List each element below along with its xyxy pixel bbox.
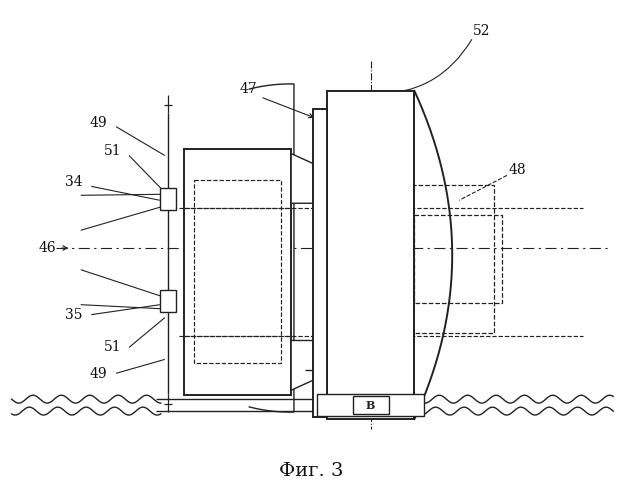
Polygon shape xyxy=(291,154,313,204)
Bar xyxy=(194,180,281,364)
Polygon shape xyxy=(291,340,313,390)
Bar xyxy=(184,148,291,395)
Text: 34: 34 xyxy=(65,176,82,190)
Bar xyxy=(317,394,424,416)
Bar xyxy=(414,215,502,302)
Bar xyxy=(160,188,176,210)
Bar xyxy=(160,290,176,312)
Text: B: B xyxy=(366,400,375,410)
Text: 46: 46 xyxy=(39,241,56,255)
Bar xyxy=(353,396,389,414)
Bar xyxy=(327,91,414,419)
Bar xyxy=(384,186,494,332)
Text: 52: 52 xyxy=(473,24,490,38)
Text: 35: 35 xyxy=(65,308,82,322)
Text: 48: 48 xyxy=(509,164,526,177)
Text: 49: 49 xyxy=(89,368,107,382)
Text: 49: 49 xyxy=(89,116,107,130)
Text: Фиг. 3: Фиг. 3 xyxy=(278,462,343,480)
Text: 51: 51 xyxy=(104,144,122,158)
Text: 51: 51 xyxy=(104,340,122,354)
Bar xyxy=(313,109,327,417)
Text: 47: 47 xyxy=(239,82,257,96)
